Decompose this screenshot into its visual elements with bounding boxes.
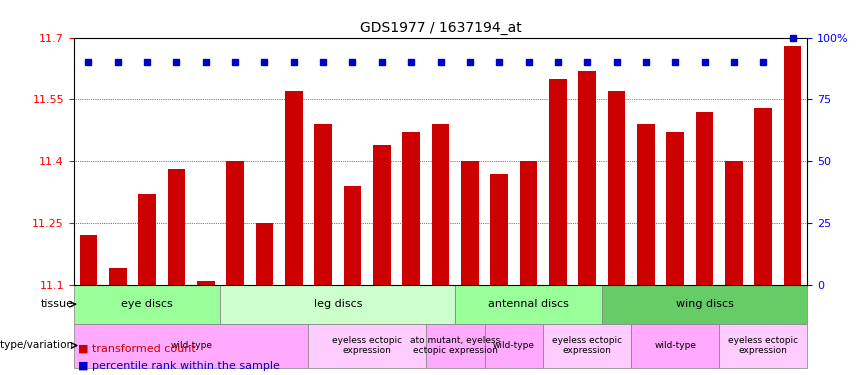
Text: ■ percentile rank within the sample: ■ percentile rank within the sample [78,361,280,370]
FancyBboxPatch shape [631,324,720,368]
Text: wing discs: wing discs [675,299,733,309]
Bar [549,79,567,285]
Bar [109,268,127,285]
Text: wild-type: wild-type [493,341,535,350]
FancyBboxPatch shape [308,324,426,368]
FancyBboxPatch shape [602,285,807,324]
Text: ato mutant, eyeless
ectopic expression: ato mutant, eyeless ectopic expression [410,336,500,355]
Bar [285,91,303,285]
Bar [490,174,508,285]
Bar [344,186,361,285]
Bar [168,170,185,285]
FancyBboxPatch shape [720,324,807,368]
Bar [314,124,332,285]
Title: GDS1977 / 1637194_at: GDS1977 / 1637194_at [359,21,522,35]
Bar [227,161,244,285]
Text: eye discs: eye discs [122,299,173,309]
Bar [725,161,743,285]
Bar [578,70,596,285]
Bar [461,161,478,285]
Text: leg discs: leg discs [313,299,362,309]
Text: genotype/variation: genotype/variation [0,340,74,351]
Text: wild-type: wild-type [654,341,696,350]
FancyBboxPatch shape [74,285,220,324]
Bar [696,112,713,285]
Bar [520,161,537,285]
Bar [403,132,420,285]
Bar [608,91,625,285]
Bar [667,132,684,285]
FancyBboxPatch shape [220,285,455,324]
FancyBboxPatch shape [484,324,543,368]
Text: eyeless ectopic
expression: eyeless ectopic expression [728,336,799,355]
Text: eyeless ectopic
expression: eyeless ectopic expression [552,336,622,355]
Text: wild-type: wild-type [170,341,212,350]
FancyBboxPatch shape [74,324,308,368]
Text: tissue: tissue [41,299,74,309]
FancyBboxPatch shape [543,324,631,368]
Bar [784,46,801,285]
Bar [80,236,97,285]
Bar [256,223,273,285]
Bar [431,124,450,285]
Bar [637,124,654,285]
Text: antennal discs: antennal discs [488,299,569,309]
FancyBboxPatch shape [455,285,602,324]
Bar [754,108,772,285]
Bar [373,145,391,285]
Text: ■ transformed count: ■ transformed count [78,344,196,354]
Bar [138,194,156,285]
FancyBboxPatch shape [426,324,484,368]
Bar [197,281,214,285]
Text: eyeless ectopic
expression: eyeless ectopic expression [332,336,402,355]
